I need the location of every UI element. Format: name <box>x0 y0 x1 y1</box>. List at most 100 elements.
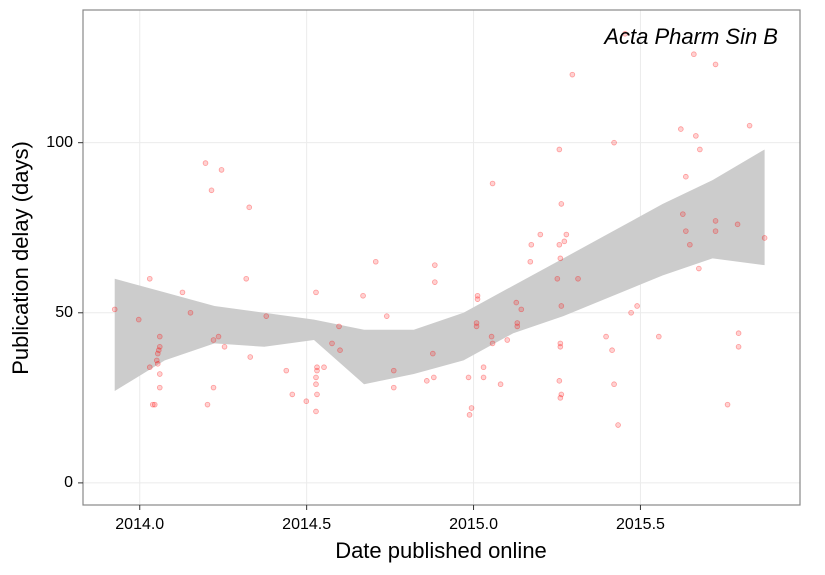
point <box>514 320 521 326</box>
point <box>489 340 496 347</box>
point <box>488 333 495 340</box>
point <box>697 146 703 153</box>
point <box>179 289 186 296</box>
point <box>146 275 153 282</box>
point <box>149 401 156 408</box>
point <box>518 306 525 313</box>
x-tick-label: 2014.5 <box>282 516 331 533</box>
point <box>146 364 153 371</box>
point <box>283 367 290 374</box>
point <box>557 344 564 350</box>
point <box>313 289 319 296</box>
point <box>746 122 753 129</box>
point <box>111 306 118 313</box>
point <box>554 275 561 282</box>
point <box>575 275 581 282</box>
point <box>622 31 628 37</box>
point <box>337 347 343 354</box>
annotation: Acta Pharm Sin B <box>602 24 778 49</box>
point <box>151 401 158 408</box>
point <box>314 391 320 398</box>
point <box>603 333 609 340</box>
point <box>628 309 634 316</box>
point <box>473 323 480 330</box>
point <box>156 384 163 391</box>
y-tick-label: 50 <box>55 304 73 321</box>
point <box>504 337 511 343</box>
point <box>431 374 437 381</box>
point <box>489 180 496 187</box>
point <box>557 395 564 401</box>
x-tick-label: 2015.5 <box>616 516 665 533</box>
point <box>313 381 319 388</box>
point <box>528 241 535 248</box>
point <box>696 265 702 272</box>
point <box>480 364 487 371</box>
point <box>557 340 564 347</box>
point <box>611 139 617 146</box>
point <box>693 133 699 139</box>
point <box>468 405 475 411</box>
point <box>314 364 320 371</box>
point <box>465 374 472 381</box>
point <box>360 292 366 299</box>
point <box>634 303 640 309</box>
point <box>246 204 253 211</box>
point <box>569 71 576 78</box>
point <box>712 218 719 224</box>
point <box>474 292 481 299</box>
point <box>527 258 534 265</box>
point <box>135 316 142 323</box>
point <box>424 378 430 384</box>
point <box>313 408 319 415</box>
point <box>154 361 161 367</box>
y-axis-title: Publication delay (days) <box>8 141 33 375</box>
x-tick-label: 2015.0 <box>449 516 498 533</box>
point <box>734 221 741 228</box>
point <box>187 309 194 316</box>
point <box>563 231 570 238</box>
point <box>215 333 222 340</box>
point <box>556 241 563 248</box>
point <box>155 347 162 354</box>
point <box>683 173 689 180</box>
point <box>611 381 617 388</box>
point <box>313 374 319 381</box>
point <box>735 330 742 336</box>
point <box>432 279 438 285</box>
point <box>247 354 254 360</box>
point <box>691 51 697 58</box>
x-axis-title: Date published online <box>335 538 547 563</box>
point <box>615 422 621 428</box>
point <box>210 384 217 391</box>
x-tick-label: 2014.0 <box>115 516 164 533</box>
point <box>390 384 397 391</box>
point <box>683 228 689 234</box>
point <box>243 275 250 282</box>
point <box>680 211 686 217</box>
point <box>514 323 521 330</box>
point <box>724 401 731 408</box>
point <box>336 323 342 330</box>
point <box>687 241 693 248</box>
point <box>156 371 163 377</box>
point <box>432 262 438 268</box>
point <box>372 258 379 265</box>
point <box>712 228 719 234</box>
point <box>556 378 563 384</box>
plot-border <box>82 9 801 506</box>
point <box>383 313 390 319</box>
point <box>558 391 565 398</box>
y-tick-label: 0 <box>64 474 73 491</box>
point <box>221 344 228 350</box>
point <box>480 374 487 381</box>
point <box>210 337 217 343</box>
point <box>202 160 209 166</box>
point <box>513 299 520 306</box>
point <box>558 303 565 309</box>
point <box>561 238 568 245</box>
point <box>321 364 327 371</box>
point <box>204 401 211 408</box>
